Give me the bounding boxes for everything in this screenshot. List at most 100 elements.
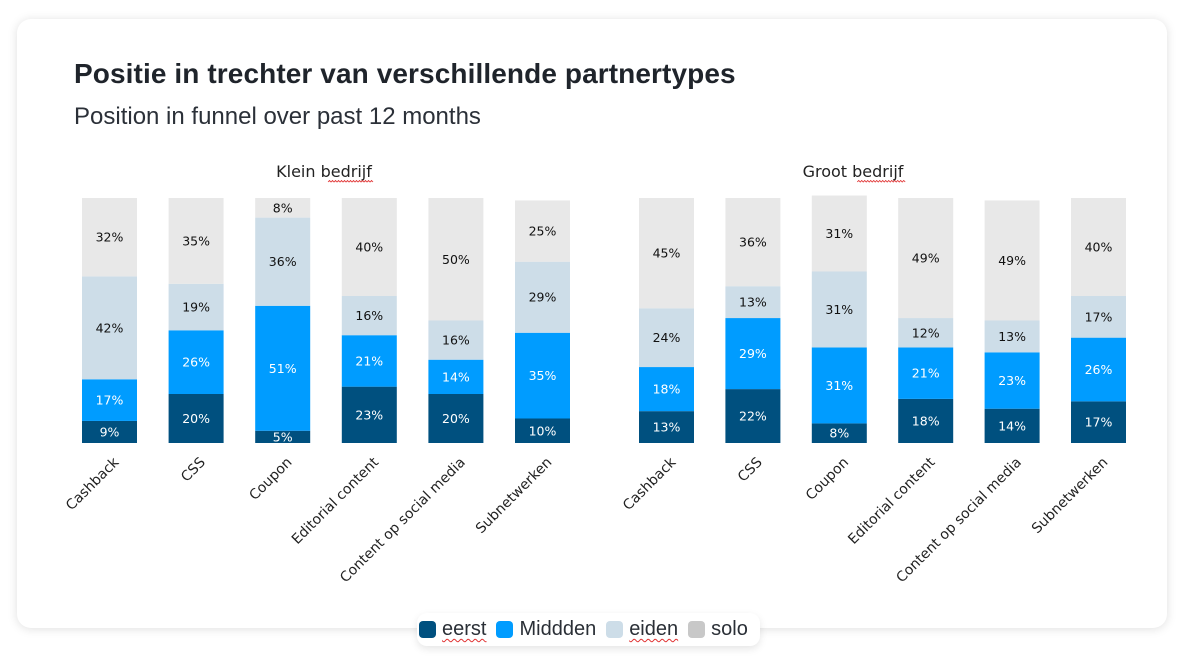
data-label: 17% [96, 393, 124, 408]
bar-segment-eerst [1071, 401, 1126, 443]
data-label: 19% [182, 300, 210, 315]
data-label: 13% [739, 295, 767, 310]
bar-segment-middden [725, 318, 781, 390]
data-label: 23% [998, 373, 1026, 388]
x-tick-label: Editorial content [289, 454, 383, 548]
bar-segment-eiden [984, 320, 1040, 353]
bar-segment-eerst [341, 386, 397, 443]
legend-swatch [606, 621, 624, 638]
bar-stack-css: 20% 26% 19% 35% [168, 198, 224, 443]
bar-stack-coupon: 5% 51% 36% 8% [255, 198, 311, 444]
legend-item-eerst[interactable]: eerst [419, 618, 486, 641]
bar-segment-solo [898, 198, 954, 319]
bar-stack-cashback: 13% 18% 24% 45% [639, 198, 694, 443]
bar-segment-eerst [168, 394, 224, 443]
bar-stack-subnetwerken: 10% 35% 29% 25% [515, 200, 570, 443]
bar-segment-middden [898, 347, 954, 399]
data-label: 35% [182, 233, 210, 248]
bar-segment-eiden [1071, 296, 1126, 338]
data-label: 20% [182, 411, 210, 426]
data-label: 14% [998, 418, 1026, 433]
legend-item-solo[interactable]: solo [688, 618, 748, 641]
data-label: 25% [529, 224, 557, 239]
data-label: 5% [273, 429, 293, 444]
bar-segment-eerst [639, 411, 694, 443]
data-label: 21% [912, 366, 940, 381]
legend-item-eiden[interactable]: eiden [606, 618, 678, 641]
bar-segment-eerst [984, 408, 1040, 443]
data-label: 45% [653, 246, 681, 261]
bar-segment-solo [1071, 198, 1126, 296]
data-label: 8% [829, 426, 849, 441]
bar-segment-middden [515, 332, 570, 419]
data-label: 42% [96, 320, 124, 335]
legend-item-middden[interactable]: Middden [496, 618, 596, 641]
data-label: 17% [1085, 309, 1113, 324]
bar-segment-eiden [255, 217, 311, 306]
bar-segment-solo [639, 198, 694, 309]
x-tick-label: Coupon [246, 455, 295, 504]
data-label: 17% [1085, 415, 1113, 430]
data-label: 16% [442, 333, 470, 348]
bar-stack-cashback: 9% 17% 42% 32% [82, 198, 137, 443]
legend-swatch [688, 621, 706, 638]
data-label: 51% [269, 361, 297, 376]
page-subtitle: Position in funnel over past 12 months [74, 103, 481, 130]
panel-title: Groot bedrijf [803, 162, 904, 181]
data-label: 18% [912, 413, 940, 428]
data-label: 50% [442, 252, 470, 267]
data-label: 29% [739, 346, 767, 361]
bar-segment-eiden [515, 261, 570, 333]
legend-label: eiden [629, 618, 679, 640]
data-label: 36% [739, 235, 767, 250]
data-label: 12% [912, 325, 940, 340]
data-label: 24% [653, 330, 681, 345]
data-label: 10% [529, 423, 557, 438]
x-tick-label: Editorial content [845, 454, 939, 548]
data-label: 35% [529, 368, 557, 383]
bar-segment-middden [341, 335, 397, 387]
bar-segment-eiden [811, 271, 867, 348]
legend-label: Middden [519, 618, 597, 640]
data-label: 14% [442, 369, 470, 384]
data-label: 23% [355, 407, 383, 422]
bar-stack-coupon: 8% 31% 31% 31% [811, 195, 867, 443]
data-label: 31% [825, 302, 853, 317]
bar-segment-solo [255, 198, 311, 218]
bar-segment-solo [515, 200, 570, 262]
bar-segment-eiden [82, 276, 137, 380]
legend-swatch [419, 621, 436, 638]
legend-label: eerst [442, 618, 487, 640]
bar-stack-content-op-social-media: 20% 14% 16% 50% [428, 198, 484, 443]
data-label: 21% [355, 353, 383, 368]
bar-segment-eiden [341, 296, 397, 336]
x-tick-label: CSS [178, 454, 209, 485]
spellcheck-underline [327, 179, 374, 183]
data-label: 40% [1085, 240, 1113, 255]
bar-stack-css: 22% 29% 13% 36% [725, 198, 781, 443]
data-label: 32% [96, 230, 124, 245]
bar-segment-eiden [725, 286, 781, 319]
bar-segment-eerst [725, 389, 781, 443]
bar-segment-eiden [639, 308, 694, 368]
bar-segment-eerst [428, 394, 484, 443]
bar-stack-editorial-content: 18% 21% 12% 49% [898, 198, 954, 443]
x-tick-label: Coupon [803, 455, 852, 504]
bar-segment-middden [811, 347, 867, 424]
page-title: Positie in trechter van verschillende pa… [74, 58, 736, 89]
chart-panel-groot-bedrijf: Groot bedrijf 13% 18% 24% 45% Cashback 22% 29%… [620, 162, 1126, 586]
bar-segment-eerst [255, 430, 311, 443]
data-label: 18% [653, 382, 681, 397]
bar-segment-solo [811, 195, 867, 272]
bar-segment-solo [725, 198, 781, 287]
bar-segment-middden [639, 367, 694, 412]
data-label: 36% [269, 254, 297, 269]
bar-segment-middden [255, 305, 311, 431]
bar-segment-eerst [811, 423, 867, 443]
bar-stack-content-op-social-media: 14% 23% 13% 49% [984, 200, 1040, 443]
bar-segment-middden [1071, 337, 1126, 402]
chart-legend: eerst Middden eiden solo [417, 613, 760, 646]
bar-stack-subnetwerken: 17% 26% 17% 40% [1071, 198, 1126, 443]
bar-segment-eerst [515, 418, 570, 443]
